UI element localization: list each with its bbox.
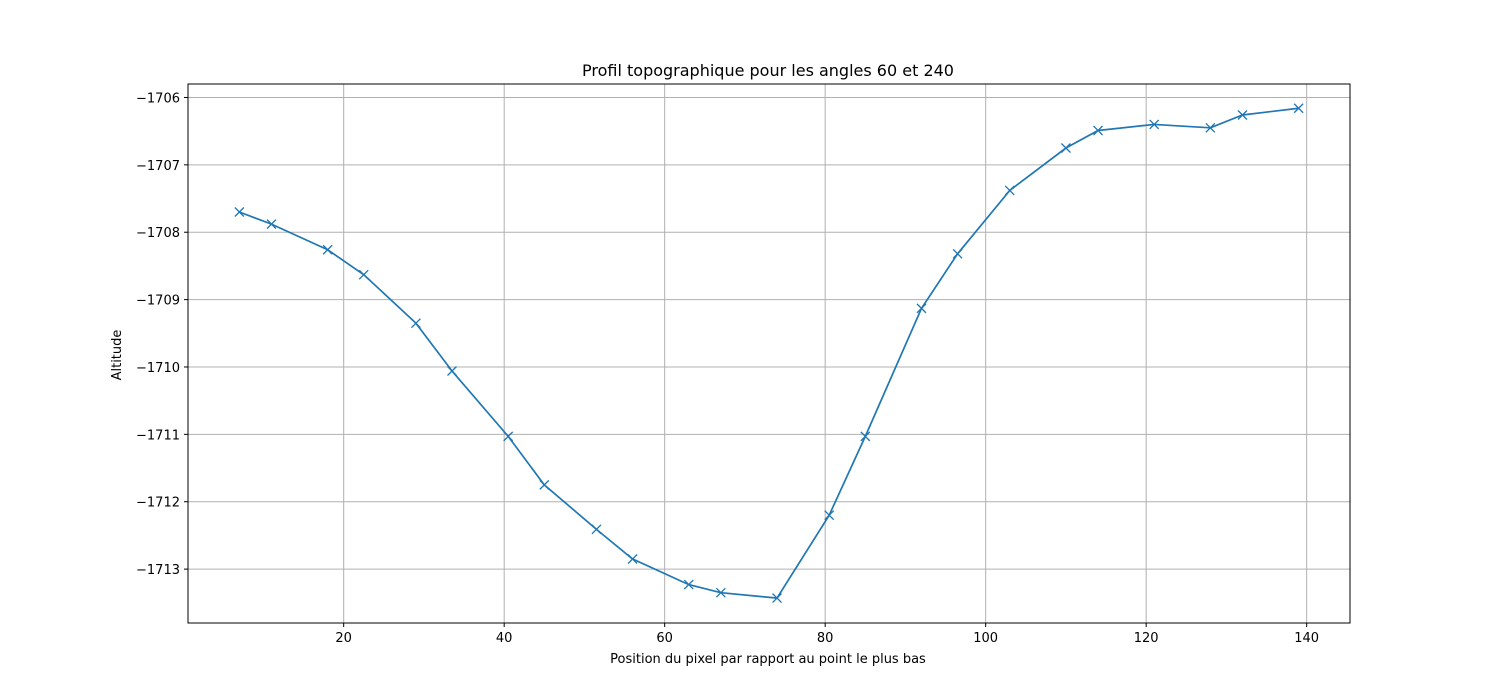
x-tick-label: 80 [817,631,834,646]
data-point [1060,143,1071,153]
y-tick-label: −1707 [136,159,180,174]
x-tick-label: 120 [1134,631,1159,646]
x-tick-label: 140 [1294,631,1319,646]
y-tick-label: −1711 [136,428,180,443]
axes: 20 40 60 80 100 120 140 −1713 −1712 −1711 −1710 −17… [136,83,1351,646]
x-tick-label: 100 [973,631,998,646]
data-point [1004,185,1015,196]
data-point [1093,125,1103,136]
y-tick-label: −1713 [136,563,180,578]
y-axis-label: Altitude [110,330,125,381]
data-point [410,318,421,329]
series-line [239,107,1299,599]
data-point [683,579,694,590]
data-point [824,510,835,521]
grid [188,84,1350,623]
y-tick-label: −1712 [136,496,180,511]
data-point [503,431,514,442]
data-point [322,244,333,255]
data-point [772,593,782,604]
data-point [539,479,550,490]
data-point [358,269,369,280]
data-point [627,554,638,564]
y-tick-label: −1709 [136,294,180,309]
chart-title: Profil topographique pour les angles 60 … [582,61,954,80]
data-point [1149,119,1160,130]
x-tick-label: 20 [335,631,352,646]
x-axis-label: Position du pixel par rapport au point l… [610,652,926,667]
x-tick-label: 40 [496,631,513,646]
data-point [952,248,963,259]
x-tick-label: 60 [656,631,673,646]
y-tick-label: −1708 [136,226,180,241]
data-point [591,524,602,535]
y-tick-label: −1710 [136,361,180,376]
data-point [447,366,457,376]
y-tick-label: −1706 [136,91,180,106]
data-point [266,219,277,230]
series [234,103,1304,604]
plot-frame [187,83,1351,624]
data-point [1205,122,1216,133]
data-point [234,207,245,217]
data-point [715,587,726,598]
data-point [916,303,927,314]
data-point [1237,110,1248,120]
data-point [1293,103,1304,114]
data-point [860,431,871,442]
